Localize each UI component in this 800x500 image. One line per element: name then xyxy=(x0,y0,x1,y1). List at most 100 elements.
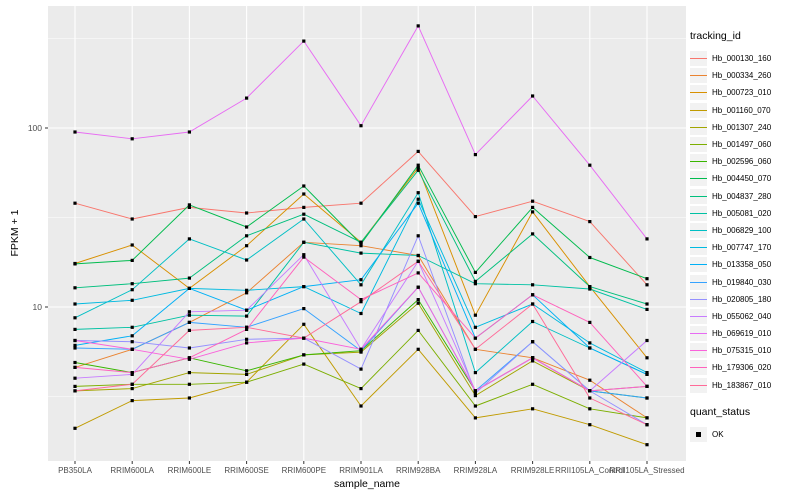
data-point xyxy=(187,396,191,400)
data-point xyxy=(359,404,363,408)
legend-line-icon xyxy=(690,75,707,77)
x-tick-label: RRII105LA_Control xyxy=(555,466,625,475)
legend-line-icon xyxy=(690,144,707,146)
data-point xyxy=(130,298,134,302)
data-point xyxy=(187,286,191,290)
legend-label: Hb_000130_160 xyxy=(712,54,772,64)
data-point xyxy=(130,325,134,329)
data-point xyxy=(130,258,134,262)
legend-label: Hb_069619_010 xyxy=(712,329,772,339)
legend-key xyxy=(690,85,707,101)
legend-key xyxy=(690,102,707,118)
data-point xyxy=(187,346,191,350)
legend-key xyxy=(690,377,707,393)
legend-item: Hb_001497_060 xyxy=(690,136,798,153)
data-point xyxy=(645,307,649,311)
data-point xyxy=(531,359,535,363)
legend-item: Hb_007747_170 xyxy=(690,239,798,256)
legend-line-icon xyxy=(690,350,707,352)
legend-label: Hb_020805_180 xyxy=(712,294,772,304)
legend-key xyxy=(690,137,707,153)
legend-label: Hb_013358_050 xyxy=(712,260,772,270)
legend-line-icon xyxy=(690,126,707,128)
legend-label: Hb_001497_060 xyxy=(712,140,772,150)
data-point xyxy=(73,286,77,290)
data-point xyxy=(73,201,77,205)
data-point xyxy=(245,314,249,318)
legend-key xyxy=(690,240,707,256)
data-point xyxy=(416,298,420,302)
data-point xyxy=(359,124,363,128)
data-point xyxy=(359,347,363,351)
data-point xyxy=(416,259,420,263)
data-point xyxy=(645,372,649,376)
data-point xyxy=(73,426,77,430)
data-point xyxy=(359,240,363,244)
legend-item: Hb_075315_010 xyxy=(690,342,798,359)
data-point xyxy=(245,96,249,100)
legend-line-icon xyxy=(690,384,707,386)
legend-label: Hb_004837_280 xyxy=(712,191,772,201)
data-point xyxy=(645,356,649,360)
data-point xyxy=(245,337,249,341)
data-point xyxy=(245,234,249,238)
data-point xyxy=(73,338,77,343)
data-point xyxy=(645,237,649,241)
data-point xyxy=(187,237,191,241)
data-point xyxy=(302,192,306,196)
legend-key xyxy=(690,274,707,290)
x-tick-label: RRIM928LE xyxy=(511,466,555,475)
x-axis-title: sample_name xyxy=(334,478,400,490)
data-point xyxy=(73,316,77,320)
legend-line-icon xyxy=(690,247,707,249)
data-point xyxy=(130,217,134,221)
data-point xyxy=(473,279,477,283)
data-point xyxy=(645,396,649,400)
data-point xyxy=(245,258,249,262)
data-point xyxy=(588,287,592,291)
data-point xyxy=(473,313,477,317)
legend-label: Hb_005081_020 xyxy=(712,208,772,218)
legend-key xyxy=(690,326,707,342)
data-point xyxy=(302,184,306,188)
y-tick-label: 10 xyxy=(33,302,43,312)
data-point xyxy=(416,234,420,238)
quant-status-legend: quant_status OK xyxy=(690,406,798,443)
legend-item: Hb_006829_100 xyxy=(690,222,798,239)
data-point xyxy=(645,423,649,427)
data-point xyxy=(130,387,134,391)
data-point xyxy=(359,311,363,316)
y-axis-title: FPKM + 1 xyxy=(9,209,21,257)
data-point xyxy=(473,215,477,219)
legend-key xyxy=(690,154,707,170)
data-point xyxy=(245,244,249,248)
legend-line-icon xyxy=(690,195,707,197)
legend-key xyxy=(690,119,707,135)
data-point xyxy=(416,201,420,205)
data-point xyxy=(245,369,249,373)
data-point xyxy=(245,341,249,345)
data-point xyxy=(359,300,363,304)
data-point xyxy=(645,302,649,306)
legend-item: Hb_000334_260 xyxy=(690,67,798,84)
ok-square-marker-icon xyxy=(696,432,701,437)
legend-label: Hb_179306_020 xyxy=(712,363,772,373)
legend-item: Hb_000723_010 xyxy=(690,84,798,101)
data-point xyxy=(245,327,249,331)
data-point xyxy=(416,166,420,170)
data-point xyxy=(187,130,191,134)
x-tick-label: RRII105LA_Stressed xyxy=(609,466,684,475)
data-point xyxy=(73,327,77,331)
data-point xyxy=(416,191,420,195)
legend-key xyxy=(690,222,707,238)
data-point xyxy=(473,347,477,351)
data-point xyxy=(359,244,363,248)
legend-entries: Hb_000130_160 Hb_000334_260 Hb_000723_010 H… xyxy=(690,50,798,394)
data-point xyxy=(531,319,535,324)
data-point xyxy=(588,285,592,289)
data-point xyxy=(130,334,134,338)
legend-line-icon xyxy=(690,264,707,266)
data-point xyxy=(531,302,535,306)
data-point xyxy=(302,240,306,244)
legend-key xyxy=(690,291,707,307)
